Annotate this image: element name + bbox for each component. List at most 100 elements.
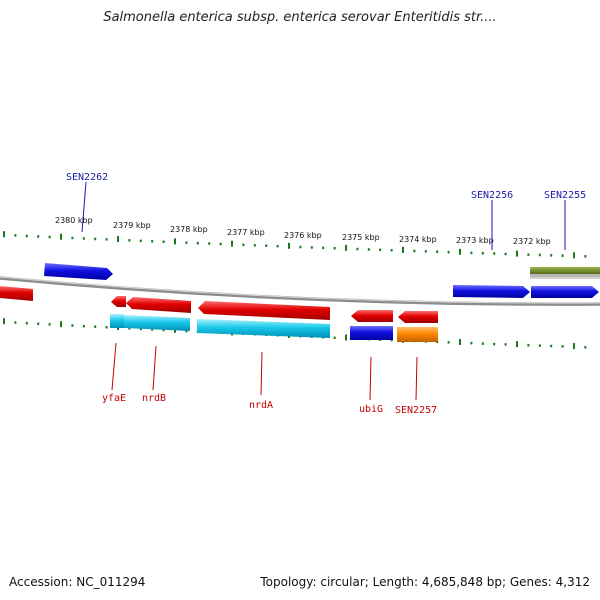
minor-tick [162,240,165,243]
major-tick [459,248,461,255]
gene-sen2255-arrow[interactable] [531,286,599,298]
minor-tick [151,328,154,331]
minor-tick [48,323,51,326]
minor-tick [105,238,108,241]
gene-left-edge-arrow[interactable] [0,286,33,301]
minor-tick [196,241,199,245]
gene-nrdb-arrow[interactable] [126,297,191,313]
minor-tick [162,328,165,332]
genome-summary-text: Topology: circular; Length: 4,685,848 bp… [260,575,590,589]
major-tick [573,343,575,350]
minor-tick [299,245,302,249]
scale-label: 2373 kbp [456,236,494,245]
minor-tick [538,253,541,257]
accession-text: Accession: NC_011294 [9,575,146,589]
label-sen2257[interactable]: SEN2257 [395,405,437,416]
chromosome-backbone [0,276,600,306]
minor-tick [14,321,17,324]
minor-tick [390,249,393,252]
minor-tick [527,344,530,347]
minor-tick [185,241,188,244]
minor-tick [504,252,507,256]
minor-tick [265,244,268,247]
rna-feature-green[interactable] [530,267,600,274]
minor-tick [242,243,245,247]
minor-tick [128,239,131,242]
minor-tick [481,342,484,345]
minor-tick [25,234,28,238]
leader-ubig [369,356,372,401]
minor-tick [139,239,142,243]
cds-yfae[interactable] [110,314,124,328]
minor-tick [493,252,496,255]
major-tick [573,252,575,259]
minor-tick [48,235,51,239]
major-tick [60,321,62,328]
minor-tick [424,250,427,253]
scale-label: 2374 kbp [399,235,437,244]
gene-yfae-arrow[interactable] [111,296,126,307]
label-nrdb[interactable]: nrdB [142,393,166,404]
minor-tick [25,321,28,325]
label-nrda[interactable]: nrdA [249,400,273,411]
cds-nrdb[interactable] [124,315,190,331]
gene-nrda-arrow[interactable] [198,301,330,320]
minor-tick [322,246,325,250]
minor-tick [561,254,564,257]
top-tick-track [3,231,587,259]
minor-tick [481,252,484,255]
minor-tick [185,329,188,333]
cds-ubig[interactable] [350,326,393,340]
minor-tick [333,247,336,250]
minor-tick [584,255,587,258]
minor-tick [37,235,40,238]
gene-sen2262-arrow[interactable] [44,263,113,280]
leader-nrda [260,351,263,396]
scale-label: 2378 kbp [170,225,208,234]
minor-tick [333,336,336,339]
scale-label: 2377 kbp [227,228,265,237]
minor-tick [71,236,74,240]
scale-labels: 2380 kbp 2379 kbp 2378 kbp 2377 kbp 2376… [55,216,551,246]
leader-yfae [111,342,117,391]
minor-tick [504,343,507,346]
minor-tick [584,346,587,349]
minor-tick [253,244,256,247]
minor-tick [538,344,541,347]
gene-ubig-arrow[interactable] [351,310,393,322]
minor-tick [219,242,222,246]
minor-tick [151,240,154,243]
major-tick [231,240,233,247]
minor-tick [379,248,382,252]
major-tick [516,250,518,257]
minor-tick [71,324,74,327]
major-tick [345,244,347,251]
leader-sen2262 [81,181,87,233]
label-yfae[interactable]: yfaE [102,393,126,404]
cds-nrda[interactable] [197,319,330,338]
gene-sen2256-arrow[interactable] [453,285,530,298]
minor-tick [561,345,564,348]
minor-tick [82,237,85,240]
label-sen2256[interactable]: SEN2256 [471,190,513,201]
minor-tick [82,324,85,328]
label-sen2255[interactable]: SEN2255 [544,190,586,201]
minor-tick [94,237,97,241]
gene-sen2257-arrow[interactable] [398,311,438,323]
minor-tick [276,244,279,248]
scale-label: 2372 kbp [513,237,551,246]
label-sen2262[interactable]: SEN2262 [66,172,108,183]
scale-label: 2380 kbp [55,216,93,225]
minor-tick [356,247,359,251]
label-ubig[interactable]: ubiG [359,404,383,415]
scale-label: 2375 kbp [342,233,380,242]
minor-tick [493,342,496,346]
minor-tick [390,338,393,342]
cds-sen2257[interactable] [397,327,438,342]
major-tick [459,339,461,345]
minor-tick [413,249,416,253]
major-tick [174,238,176,245]
leader-sen2257 [415,356,418,401]
minor-tick [105,326,108,329]
